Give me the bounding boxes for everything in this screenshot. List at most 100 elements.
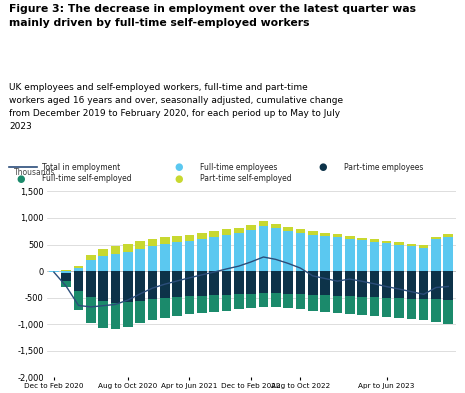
Bar <box>370 242 379 271</box>
Bar <box>382 298 392 317</box>
Bar <box>308 231 318 235</box>
Bar <box>345 239 354 271</box>
Bar <box>283 271 293 294</box>
Bar <box>296 294 305 309</box>
Bar <box>382 241 392 243</box>
Bar <box>135 301 145 323</box>
Bar <box>99 256 108 271</box>
Bar <box>271 271 280 293</box>
Bar <box>431 271 441 299</box>
Bar <box>197 296 206 313</box>
Bar <box>406 244 416 246</box>
Bar <box>173 236 182 242</box>
Bar <box>370 297 379 316</box>
Bar <box>271 228 280 271</box>
Bar <box>419 248 428 271</box>
Bar <box>246 294 256 308</box>
Bar <box>123 302 133 327</box>
Bar <box>332 271 342 296</box>
Bar <box>160 237 170 244</box>
Bar <box>308 271 318 295</box>
Bar <box>382 243 392 271</box>
Text: ●: ● <box>175 174 183 184</box>
Bar <box>185 271 194 296</box>
Bar <box>61 281 71 287</box>
Bar <box>296 271 305 294</box>
Bar <box>394 245 404 271</box>
Bar <box>357 240 367 271</box>
Bar <box>209 295 219 312</box>
Bar <box>419 245 428 248</box>
Bar <box>357 271 367 297</box>
Bar <box>173 271 182 297</box>
Bar <box>444 271 453 300</box>
Bar <box>135 249 145 271</box>
Bar <box>357 238 367 240</box>
Bar <box>406 271 416 299</box>
Bar <box>370 239 379 242</box>
Text: Figure 3: The decrease in employment over the latest quarter was
mainly driven b: Figure 3: The decrease in employment ove… <box>9 4 416 28</box>
Bar <box>135 271 145 301</box>
Bar <box>308 235 318 271</box>
Bar <box>160 298 170 318</box>
Bar <box>185 235 194 241</box>
Bar <box>345 271 354 296</box>
Bar <box>74 266 83 268</box>
Text: UK employees and self-employed workers, full-time and part-time
workers aged 16 : UK employees and self-employed workers, … <box>9 83 344 131</box>
Bar <box>345 296 354 314</box>
Bar <box>320 295 330 312</box>
Bar <box>74 271 83 291</box>
Bar <box>234 294 244 309</box>
Bar <box>234 233 244 271</box>
Bar <box>332 296 342 313</box>
Bar <box>148 299 157 320</box>
Bar <box>394 298 404 318</box>
Bar <box>99 271 108 301</box>
Bar <box>123 244 133 252</box>
Bar <box>86 260 96 271</box>
Bar <box>111 303 120 329</box>
Bar <box>160 244 170 271</box>
Bar <box>148 271 157 299</box>
Bar <box>283 226 293 231</box>
Bar <box>394 242 404 245</box>
Bar <box>61 270 71 271</box>
Bar <box>209 237 219 271</box>
Bar <box>259 221 268 226</box>
Bar <box>123 271 133 302</box>
Bar <box>135 241 145 249</box>
Bar <box>61 273 71 281</box>
Bar <box>259 293 268 307</box>
Bar <box>111 271 120 303</box>
Bar <box>308 295 318 310</box>
Bar <box>320 236 330 271</box>
Bar <box>148 246 157 271</box>
Bar <box>444 237 453 271</box>
Bar <box>148 239 157 246</box>
Bar <box>160 271 170 298</box>
Bar <box>431 299 441 322</box>
Bar <box>246 230 256 271</box>
Bar <box>222 235 231 271</box>
Bar <box>111 246 120 254</box>
Bar <box>444 300 453 324</box>
Bar <box>406 299 416 319</box>
Bar <box>296 233 305 271</box>
Bar <box>185 296 194 314</box>
Bar <box>332 237 342 271</box>
Bar <box>209 271 219 295</box>
Bar <box>99 301 108 328</box>
Bar <box>246 271 256 294</box>
Bar <box>394 271 404 298</box>
Bar <box>444 234 453 237</box>
Bar <box>283 231 293 271</box>
Bar <box>197 233 206 239</box>
Bar <box>246 225 256 230</box>
Text: ●: ● <box>175 162 183 172</box>
Bar <box>173 242 182 271</box>
Bar <box>259 226 268 271</box>
Bar <box>99 249 108 256</box>
Bar <box>406 246 416 271</box>
Bar <box>222 271 231 295</box>
Text: ●: ● <box>17 174 25 184</box>
